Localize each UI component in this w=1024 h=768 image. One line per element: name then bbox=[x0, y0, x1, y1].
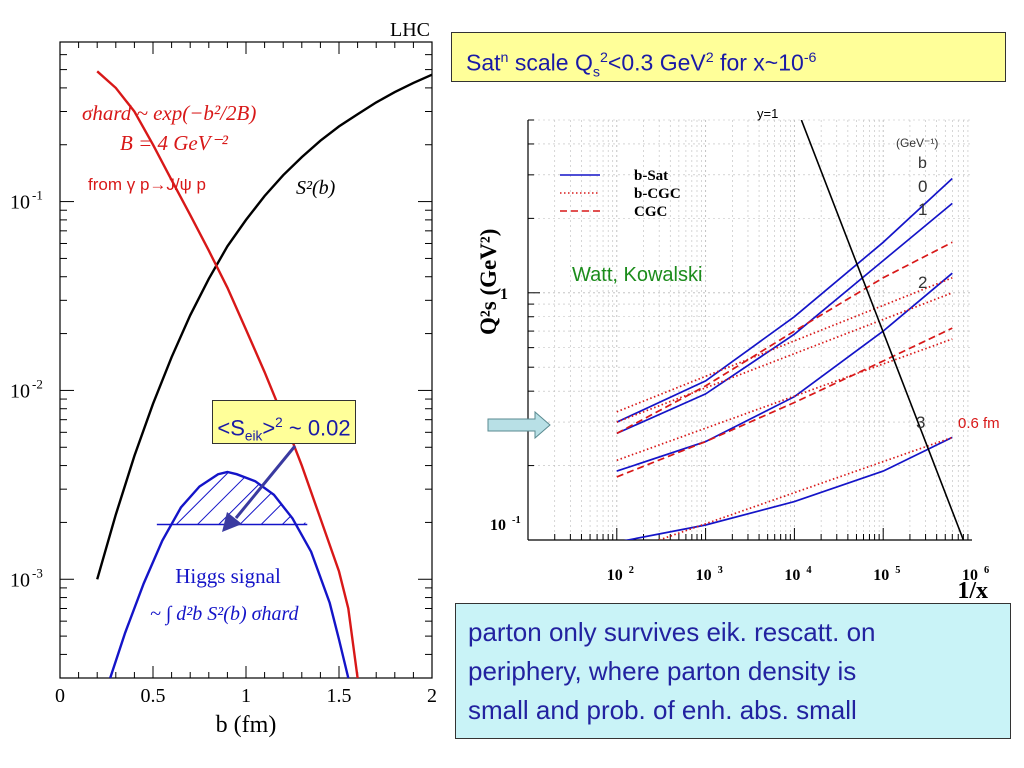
s2-curve bbox=[96, 73, 433, 580]
b-value-label: 2 bbox=[918, 273, 927, 292]
y-axis-label: Q²s (GeV²) bbox=[476, 229, 501, 335]
series-b-sat-b-3 bbox=[623, 436, 953, 540]
series-b-sat-b-2 bbox=[616, 272, 953, 472]
b-parameter-label: B = 4 GeV⁻² bbox=[120, 131, 229, 155]
summary-line: parton only survives eik. rescatt. on bbox=[468, 617, 876, 647]
process-label: from γ p→J/ψ p bbox=[88, 175, 206, 194]
b-value-label: 3 bbox=[916, 413, 925, 432]
series-y-1 bbox=[800, 120, 965, 540]
summary-line: periphery, where parton density is bbox=[468, 656, 857, 686]
fm-label: 0.6 fm bbox=[958, 415, 1000, 432]
survival-arrow-line bbox=[234, 445, 297, 519]
series-b-cgc-b-0 bbox=[616, 277, 953, 413]
higgs-signal-formula: ~ ∫ d²b S²(b) σhard bbox=[150, 603, 300, 626]
pointer-arrow bbox=[487, 410, 551, 440]
b-value-label: 0 bbox=[918, 177, 927, 196]
sigma-hard-curve bbox=[96, 70, 359, 679]
x-tick-label: 10 6 bbox=[962, 565, 989, 584]
x-axis-label: 1/x bbox=[957, 578, 988, 604]
saturation-scale-box: Satn scale Qs2<0.3 GeV2 for x~10-6 bbox=[451, 32, 1006, 82]
corner-label: LHC bbox=[390, 19, 430, 41]
y-tick-label: 10 -3 bbox=[10, 565, 43, 591]
legend-label: CGC bbox=[634, 204, 667, 220]
author-annotation: Watt, Kowalski bbox=[572, 264, 702, 286]
s2-label: S²(b) bbox=[296, 177, 336, 199]
x-tick-label: 0.5 bbox=[141, 685, 166, 707]
left-chart: 0 0.5 1 1.5 2 10-1 10-2 10 -3 LHC b (fm) σhard ~ ex… bbox=[10, 19, 437, 738]
x-tick-label: 1 bbox=[241, 685, 251, 707]
series-cgc-lower bbox=[616, 327, 953, 478]
x-tick-label: 10 4 bbox=[784, 565, 811, 584]
hatched-region bbox=[156, 472, 308, 525]
y-tick-label: 10 -1 bbox=[490, 515, 521, 534]
x-tick-label: 1.5 bbox=[327, 685, 352, 707]
summary-line: small and prob. of enh. abs. small bbox=[468, 695, 857, 725]
y-tick-label: 10 -2 bbox=[10, 376, 43, 402]
x-tick-label: 10 2 bbox=[607, 565, 634, 584]
b-unit-label: (GeV⁻¹) bbox=[896, 136, 938, 150]
series-b-cgc-b-2 bbox=[616, 338, 953, 462]
sigma-hard-formula: σhard ~ exp(−b²/2B) bbox=[82, 101, 256, 125]
x-tick-label: 10 3 bbox=[696, 565, 723, 584]
y-tick-label: 1 bbox=[500, 286, 508, 303]
b-value-label: 1 bbox=[918, 200, 927, 219]
series-b-sat-b-1 bbox=[616, 202, 953, 435]
higgs-signal-title: Higgs signal bbox=[175, 564, 281, 588]
summary-box: parton only survives eik. rescatt. on pe… bbox=[455, 603, 1011, 739]
b-header-label: b bbox=[918, 155, 927, 172]
x-tick-label: 0 bbox=[55, 685, 65, 707]
survival-factor-box: <Seik>2 ~ 0.02 bbox=[212, 400, 356, 444]
higgs-signal-curve bbox=[109, 470, 350, 679]
series-b-sat-b-0 bbox=[616, 177, 953, 423]
legend-label: b-CGC bbox=[634, 186, 681, 202]
series-cgc-upper bbox=[616, 241, 953, 435]
series-b-cgc-b-1 bbox=[616, 292, 953, 423]
y1-label: y=1 bbox=[757, 106, 778, 121]
survival-arrow-head bbox=[222, 512, 242, 532]
y-tick-label: 10 -1 bbox=[10, 188, 43, 214]
legend-label: b-Sat bbox=[634, 168, 668, 184]
x-tick-label: 2 bbox=[427, 685, 437, 707]
x-tick-label: 10 5 bbox=[873, 565, 900, 584]
x-axis-label: b (fm) bbox=[216, 712, 277, 738]
